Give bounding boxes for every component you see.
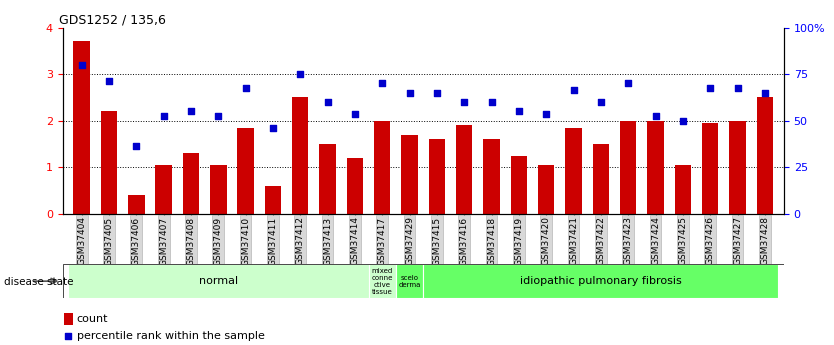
Bar: [73, 41, 90, 214]
Bar: [510, 156, 527, 214]
Text: normal: normal: [198, 276, 238, 286]
Text: GSM37411: GSM37411: [269, 216, 278, 266]
Bar: [593, 144, 609, 214]
Bar: [756, 97, 773, 214]
Bar: [101, 111, 118, 214]
Text: GSM37412: GSM37412: [296, 216, 304, 265]
Bar: [423, 264, 778, 298]
Bar: [565, 128, 582, 214]
Bar: [347, 158, 363, 214]
Text: GSM37410: GSM37410: [241, 216, 250, 266]
Point: [62, 333, 75, 338]
Text: idiopathic pulmonary fibrosis: idiopathic pulmonary fibrosis: [520, 276, 681, 286]
Text: GSM37413: GSM37413: [323, 216, 332, 266]
Point: [704, 85, 717, 91]
Bar: [210, 165, 227, 214]
Point: [321, 99, 334, 105]
Bar: [128, 195, 144, 214]
Text: GSM37414: GSM37414: [350, 216, 359, 265]
Point: [758, 90, 771, 96]
Text: GSM37424: GSM37424: [651, 216, 660, 265]
Bar: [155, 165, 172, 214]
Bar: [620, 121, 636, 214]
Text: GSM37423: GSM37423: [624, 216, 633, 265]
Text: GSM37405: GSM37405: [104, 216, 113, 266]
Bar: [238, 128, 254, 214]
Text: GSM37428: GSM37428: [761, 216, 769, 265]
Point: [75, 62, 88, 68]
Point: [512, 109, 525, 114]
Point: [349, 111, 362, 117]
Point: [594, 99, 607, 105]
Bar: [63, 313, 73, 325]
Point: [458, 99, 471, 105]
Bar: [319, 144, 336, 214]
Text: GSM37408: GSM37408: [187, 216, 195, 266]
Point: [567, 88, 580, 93]
Text: mixed
conne
ctive
tissue: mixed conne ctive tissue: [372, 268, 393, 295]
Text: GSM37426: GSM37426: [706, 216, 715, 265]
Text: scelo
derma: scelo derma: [399, 275, 421, 288]
Point: [212, 113, 225, 119]
Text: GSM37429: GSM37429: [405, 216, 414, 265]
Point: [375, 81, 389, 86]
Text: GSM37416: GSM37416: [460, 216, 469, 266]
Point: [239, 85, 253, 91]
Bar: [183, 153, 199, 214]
Point: [676, 118, 690, 124]
Bar: [396, 264, 423, 298]
Bar: [729, 121, 746, 214]
Point: [157, 113, 170, 119]
Bar: [702, 123, 718, 214]
Bar: [369, 264, 396, 298]
Text: GDS1252 / 135,6: GDS1252 / 135,6: [59, 13, 166, 27]
Bar: [538, 165, 555, 214]
Text: GSM37404: GSM37404: [78, 216, 86, 265]
Text: GSM37409: GSM37409: [214, 216, 223, 266]
Point: [294, 71, 307, 77]
Text: GSM37419: GSM37419: [515, 216, 524, 266]
Bar: [374, 121, 390, 214]
Point: [184, 109, 198, 114]
Point: [731, 85, 744, 91]
Point: [649, 113, 662, 119]
Text: GSM37421: GSM37421: [569, 216, 578, 265]
Text: GSM37427: GSM37427: [733, 216, 742, 265]
Point: [403, 90, 416, 96]
Bar: [484, 139, 500, 214]
Bar: [429, 139, 445, 214]
Text: GSM37415: GSM37415: [432, 216, 441, 266]
Bar: [292, 97, 309, 214]
Text: GSM37420: GSM37420: [542, 216, 550, 265]
Point: [485, 99, 498, 105]
Text: GSM37407: GSM37407: [159, 216, 168, 266]
Point: [540, 111, 553, 117]
Text: GSM37417: GSM37417: [378, 216, 387, 266]
Point: [129, 144, 143, 149]
Bar: [68, 264, 369, 298]
Bar: [675, 165, 691, 214]
Point: [103, 78, 116, 84]
Text: count: count: [77, 314, 108, 324]
Bar: [264, 186, 281, 214]
Text: disease state: disease state: [4, 277, 73, 287]
Bar: [647, 121, 664, 214]
Bar: [456, 125, 472, 214]
Text: GSM37422: GSM37422: [596, 216, 605, 265]
Text: GSM37418: GSM37418: [487, 216, 496, 266]
Point: [621, 81, 635, 86]
Text: percentile rank within the sample: percentile rank within the sample: [77, 331, 264, 341]
Text: GSM37406: GSM37406: [132, 216, 141, 266]
Point: [266, 125, 279, 130]
Point: [430, 90, 444, 96]
Text: GSM37425: GSM37425: [678, 216, 687, 265]
Bar: [401, 135, 418, 214]
